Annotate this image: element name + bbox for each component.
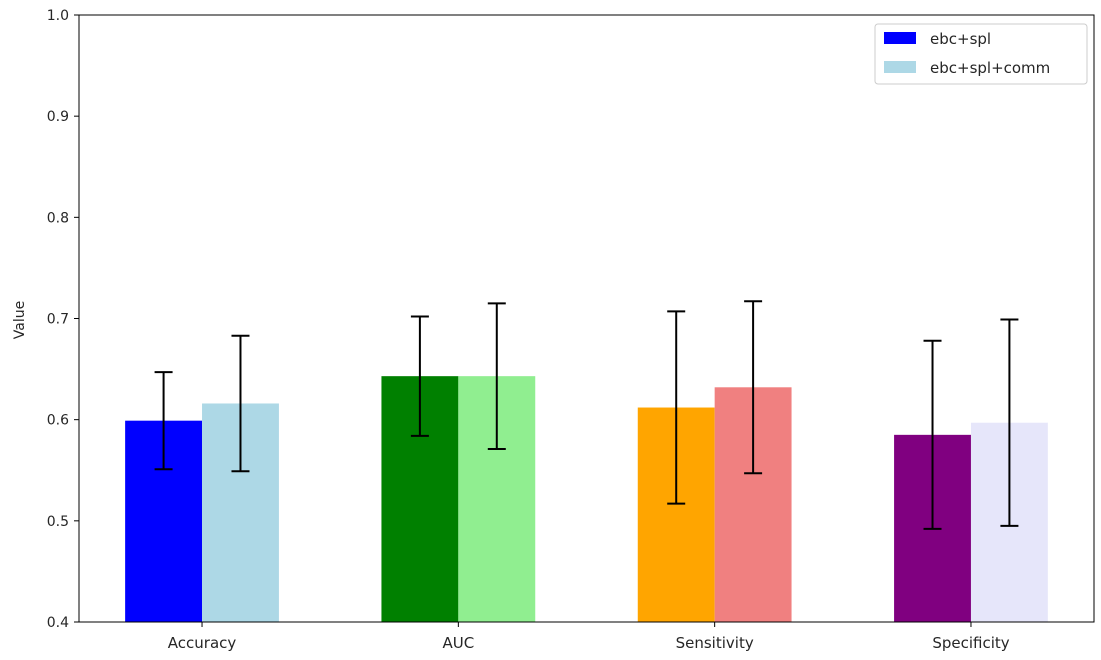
error-bar-auc-ebc-spl-comm xyxy=(487,302,506,451)
error-bar-auc-ebc-spl xyxy=(410,315,429,437)
y-axis-label: Value xyxy=(12,301,28,339)
legend-swatch-ebc-spl xyxy=(884,32,916,44)
y-tick-label: 0.9 xyxy=(47,109,69,125)
y-tick-label: 1.0 xyxy=(47,8,69,24)
y-tick-label: 0.8 xyxy=(47,210,69,226)
error-bar-specificity-ebc-spl-comm xyxy=(1000,318,1019,527)
x-tick-label-auc: AUC xyxy=(442,634,474,652)
y-tick-label: 0.5 xyxy=(47,514,69,530)
y-tick-label: 0.4 xyxy=(47,615,69,631)
error-bar-sensitivity-ebc-spl-comm xyxy=(744,300,763,475)
legend-label-ebc-spl-comm: ebc+spl+comm xyxy=(930,59,1050,77)
legend-swatch-ebc-spl-comm xyxy=(884,61,916,73)
legend: ebc+spl ebc+spl+comm xyxy=(874,23,1088,85)
y-axis: 0.4 0.5 0.6 0.7 0.8 0.9 1.0 xyxy=(47,8,79,631)
error-bar-accuracy-ebc-spl xyxy=(154,371,173,471)
error-bar-specificity-ebc-spl xyxy=(923,339,942,530)
x-axis: Accuracy AUC Sensitivity Specificity xyxy=(168,622,1010,652)
error-bar-sensitivity-ebc-spl xyxy=(667,310,686,505)
error-bar-accuracy-ebc-spl-comm xyxy=(231,334,250,473)
x-tick-label-accuracy: Accuracy xyxy=(168,634,237,652)
x-tick-label-specificity: Specificity xyxy=(932,634,1009,652)
x-tick-label-sensitivity: Sensitivity xyxy=(676,634,754,652)
legend-label-ebc-spl: ebc+spl xyxy=(930,30,991,48)
error-bars-group xyxy=(154,300,1019,530)
legend-box xyxy=(874,23,1088,85)
y-tick-label: 0.6 xyxy=(47,413,69,429)
bars-group xyxy=(125,376,1048,622)
y-tick-label: 0.7 xyxy=(47,312,69,328)
